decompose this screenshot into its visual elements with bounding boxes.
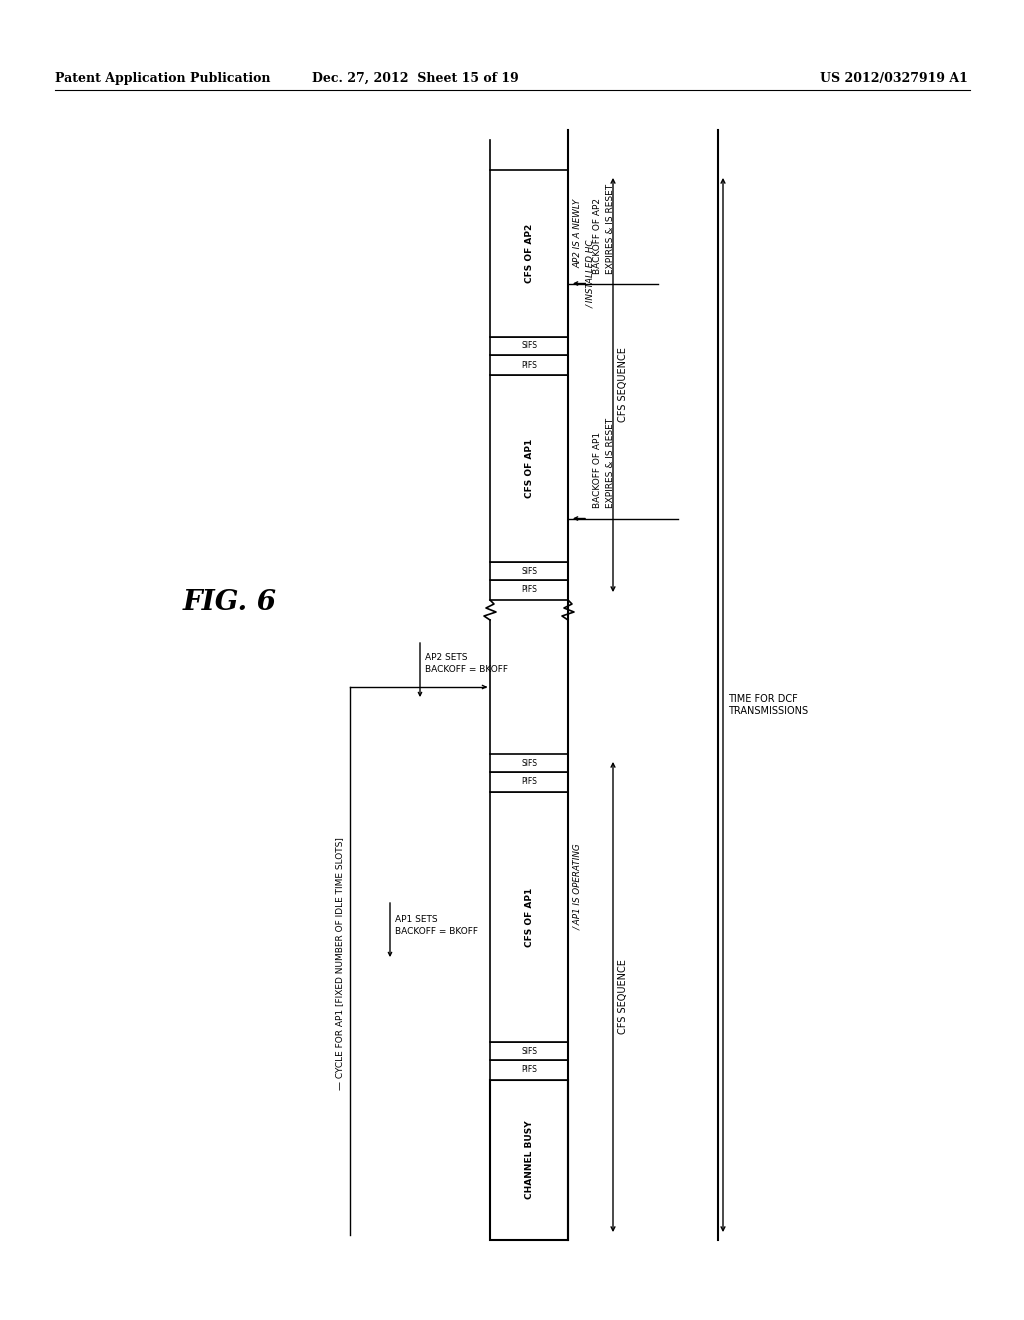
Text: PIFS: PIFS	[521, 777, 537, 787]
Text: CFS OF AP2: CFS OF AP2	[524, 224, 534, 282]
Text: SIFS: SIFS	[521, 566, 537, 576]
Text: EXPIRES & IS RESET: EXPIRES & IS RESET	[606, 183, 615, 273]
Text: SIFS: SIFS	[521, 342, 537, 351]
Text: PIFS: PIFS	[521, 360, 537, 370]
Text: AP1 SETS: AP1 SETS	[395, 916, 437, 924]
Text: CFS OF AP1: CFS OF AP1	[524, 887, 534, 946]
Text: PIFS: PIFS	[521, 586, 537, 594]
Text: CFS SEQUENCE: CFS SEQUENCE	[618, 347, 628, 422]
Bar	[490, 792, 568, 1041]
Bar	[490, 579, 568, 601]
Bar	[490, 562, 568, 579]
Bar	[490, 337, 568, 355]
Bar	[490, 754, 568, 772]
Bar	[490, 1041, 568, 1060]
Bar	[490, 355, 568, 375]
Text: FIG. 6: FIG. 6	[183, 589, 278, 615]
Text: TIME FOR DCF
TRANSMISSIONS: TIME FOR DCF TRANSMISSIONS	[728, 694, 808, 715]
Text: PIFS: PIFS	[521, 1065, 537, 1074]
Text: CHANNEL BUSY: CHANNEL BUSY	[524, 1121, 534, 1200]
Bar	[490, 1080, 568, 1239]
Text: US 2012/0327919 A1: US 2012/0327919 A1	[820, 73, 968, 84]
Text: BACKOFF = BKOFF: BACKOFF = BKOFF	[425, 665, 508, 675]
Text: CFS OF AP1: CFS OF AP1	[524, 438, 534, 498]
Text: SIFS: SIFS	[521, 1047, 537, 1056]
Text: AP2 SETS: AP2 SETS	[425, 653, 468, 663]
Text: BACKOFF OF AP1: BACKOFF OF AP1	[593, 433, 602, 508]
Text: — CYCLE FOR AP1 [FIXED NUMBER OF IDLE TIME SLOTS]: — CYCLE FOR AP1 [FIXED NUMBER OF IDLE TI…	[336, 837, 344, 1090]
Bar	[490, 375, 568, 562]
Bar	[490, 1060, 568, 1080]
Text: / INSTALLED HC: / INSTALLED HC	[586, 239, 595, 308]
Text: Patent Application Publication: Patent Application Publication	[55, 73, 270, 84]
Text: BACKOFF = BKOFF: BACKOFF = BKOFF	[395, 928, 478, 936]
Text: CFS SEQUENCE: CFS SEQUENCE	[618, 960, 628, 1035]
Text: / AP1 IS OPERATING: / AP1 IS OPERATING	[573, 843, 582, 931]
Text: EXPIRES & IS RESET: EXPIRES & IS RESET	[606, 418, 615, 508]
Text: AP2 IS A NEWLY: AP2 IS A NEWLY	[573, 199, 582, 268]
Text: SIFS: SIFS	[521, 759, 537, 767]
Bar	[490, 772, 568, 792]
Bar	[490, 170, 568, 337]
Text: BACKOFF OF AP2: BACKOFF OF AP2	[593, 198, 602, 273]
Text: Dec. 27, 2012  Sheet 15 of 19: Dec. 27, 2012 Sheet 15 of 19	[311, 73, 518, 84]
